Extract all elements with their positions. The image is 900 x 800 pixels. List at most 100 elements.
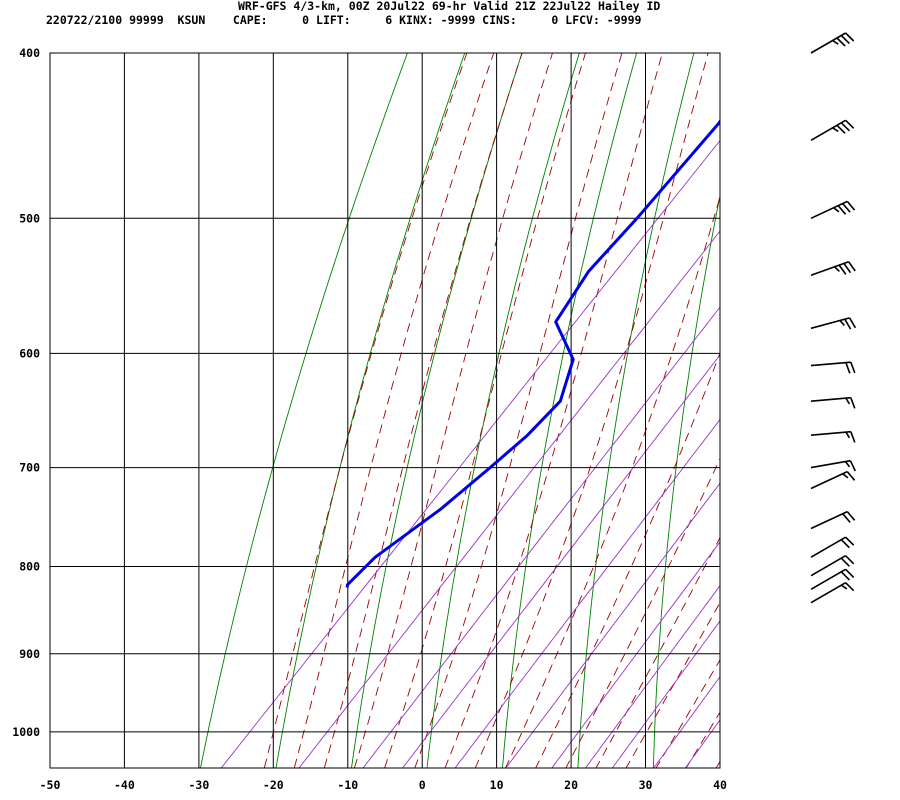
wind-barb-feather: [832, 39, 839, 45]
mixing-ratio-line: [653, 675, 720, 768]
y-tick-label: 400: [19, 46, 40, 60]
y-tick-label: 500: [19, 211, 40, 225]
wind-barb-shaft: [810, 555, 847, 577]
moist-adiabat: [384, 53, 586, 768]
dry-adiabat: [875, 15, 900, 782]
wind-barb-feather: [847, 261, 856, 272]
y-tick-label: 700: [19, 461, 40, 475]
wind-barb: [810, 260, 856, 277]
moist-adiabat: [685, 711, 720, 768]
wind-barb-feather: [845, 568, 855, 578]
dewpoint-line: [345, 118, 720, 588]
wind-barb-feather: [840, 584, 848, 590]
wind-barb: [810, 568, 855, 590]
x-tick-label: -30: [189, 778, 210, 792]
dry-adiabat: [200, 53, 408, 768]
wind-barb-feather: [845, 582, 855, 592]
wind-barb-feather: [845, 555, 855, 565]
x-tick-label: 30: [639, 778, 653, 792]
wind-barb-shaft: [810, 317, 850, 330]
dry-adiabat: [577, 53, 695, 768]
moist-adiabat: [655, 659, 720, 768]
wind-barb-feather: [845, 32, 855, 42]
wind-barb-feather: [838, 264, 847, 275]
wind-barb-feather: [850, 431, 856, 443]
wind-barb-shaft: [810, 260, 849, 277]
moist-adiabat: [263, 53, 468, 768]
dry-adiabat: [351, 53, 523, 768]
moist-adiabat: [715, 760, 720, 768]
moist-adiabat: [444, 53, 663, 768]
x-tick-label: 20: [564, 778, 578, 792]
wind-barb: [810, 582, 855, 604]
wind-barb-feather: [846, 200, 856, 211]
mixing-ratio-line: [362, 306, 720, 768]
wind-barb-feather: [850, 397, 856, 409]
wind-barb-feather: [833, 207, 840, 213]
y-tick-label: 1000: [12, 725, 40, 739]
dry-adiabat: [426, 53, 580, 768]
mixing-ratio-line: [718, 15, 900, 782]
wind-barb: [810, 317, 857, 330]
wind-barb-feather: [845, 397, 851, 405]
wind-barb-shaft: [810, 200, 848, 220]
moist-adiabat: [595, 536, 720, 768]
wind-barb: [810, 430, 856, 443]
wind-barb: [810, 361, 856, 374]
wind-barb: [810, 32, 855, 54]
wind-barb-feather: [846, 471, 856, 481]
x-tick-label: -10: [337, 778, 358, 792]
dry-adiabat: [729, 15, 817, 782]
wind-barb-feather: [845, 431, 851, 439]
wind-barb-feather: [848, 317, 857, 329]
mixing-ratio-line: [220, 139, 720, 768]
moist-adiabat: [474, 53, 709, 768]
moist-adiabat: [323, 53, 523, 768]
moist-adiabat: [293, 53, 495, 768]
mixing-ratio-line: [454, 418, 720, 768]
dry-adiabat: [501, 53, 638, 768]
y-tick-label: 900: [19, 647, 40, 661]
wind-barb-feather: [842, 202, 851, 213]
chart-title: WRF-GFS 4/3-km, 00Z 20Jul22 69-hr Valid …: [238, 0, 661, 13]
wind-barb-feather: [832, 127, 839, 133]
dry-adiabat: [652, 193, 720, 768]
x-tick-label: 0: [419, 778, 426, 792]
x-tick-label: 40: [713, 778, 727, 792]
wind-barb: [810, 459, 857, 472]
wind-barb-feather: [842, 473, 849, 479]
wind-barb-shaft: [810, 536, 847, 558]
wind-barb-shaft: [810, 582, 847, 604]
y-tick-label: 800: [19, 560, 40, 574]
wind-barb-shaft: [810, 361, 851, 367]
wind-barb-feather: [850, 361, 856, 374]
moist-adiabat: [625, 601, 720, 768]
wind-barb-feather: [840, 557, 850, 567]
wind-barb-shaft: [810, 568, 847, 590]
wind-barb-feather: [846, 511, 856, 521]
wind-barb: [810, 555, 855, 577]
wind-barb-feather: [840, 539, 850, 549]
x-tick-label: -20: [263, 778, 284, 792]
moist-adiabat: [535, 351, 720, 768]
moist-adiabat: [353, 53, 553, 768]
moist-adiabat: [565, 457, 720, 768]
wind-barb: [810, 510, 856, 530]
y-tick-label: 600: [19, 346, 40, 360]
wind-barb-feather: [840, 122, 850, 132]
wind-barb: [810, 119, 855, 141]
mixing-ratio-line: [298, 230, 720, 768]
wind-barb-feather: [840, 34, 850, 45]
wind-barb-feather: [849, 460, 857, 472]
x-tick-label: 10: [490, 778, 504, 792]
wind-barb-shaft: [810, 510, 848, 530]
mixing-ratio-line: [505, 482, 720, 768]
wind-barb-feather: [845, 536, 855, 546]
wind-barb-shaft: [810, 396, 851, 402]
wind-barb-feather: [836, 124, 846, 134]
mixing-ratio-line: [611, 620, 720, 768]
wind-barb: [810, 200, 856, 220]
wind-barb-shaft: [810, 459, 851, 469]
mixing-ratio-line: [402, 354, 720, 768]
